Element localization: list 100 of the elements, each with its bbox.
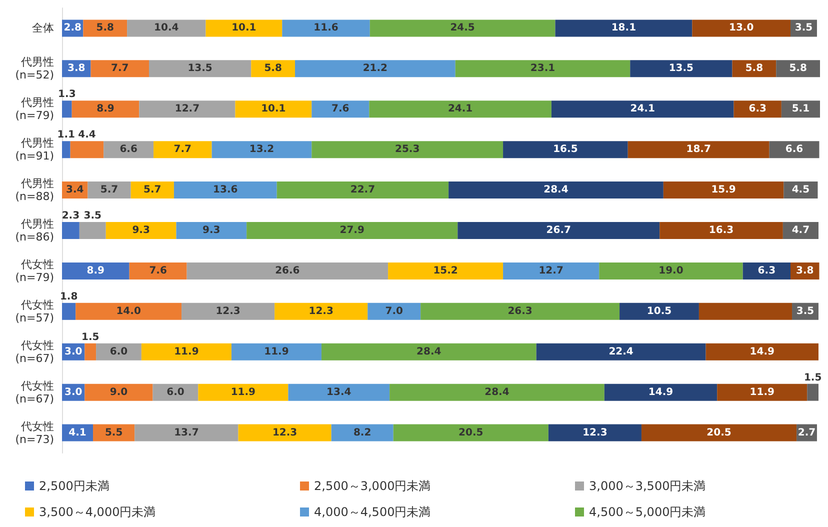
data-label: 9.0 (110, 386, 128, 398)
bar (620, 302, 699, 320)
bar (90, 60, 149, 78)
data-label: 13.4 (326, 386, 352, 398)
data-label: 27.9 (340, 225, 364, 236)
data-label: 12.3 (582, 427, 608, 438)
data-label: 10.4 (154, 22, 179, 34)
data-label: 4.5 (792, 184, 810, 196)
bar (331, 424, 394, 442)
data-label: 13.0 (728, 22, 754, 34)
bar (154, 141, 212, 158)
bar (231, 343, 322, 360)
bar (807, 384, 818, 401)
bar (769, 141, 820, 158)
bar (274, 302, 368, 320)
bar (62, 302, 76, 320)
legend-label: 4,500～5,000円未満 (589, 505, 706, 519)
data-label: 28.4 (484, 386, 510, 398)
bar (62, 100, 72, 118)
bar (276, 182, 449, 199)
bar (295, 60, 456, 78)
data-label: 22.4 (608, 346, 634, 358)
data-label: 7.7 (111, 63, 129, 74)
data-label: 12.3 (216, 306, 240, 317)
bar (238, 424, 332, 442)
data-label: 20.5 (706, 427, 732, 438)
data-label: 3.5 (796, 306, 814, 317)
bar (458, 222, 660, 239)
bar (212, 141, 312, 158)
data-label: 5.8 (789, 63, 807, 74)
data-label: 13.2 (249, 144, 274, 156)
bar (599, 262, 743, 280)
y-tick-label: 代男性 (n=88) (15, 177, 54, 204)
bar (420, 302, 620, 320)
bar (104, 141, 154, 158)
bar (76, 302, 182, 320)
bar (692, 20, 790, 37)
data-label: 3.0 (64, 346, 82, 358)
bar (186, 262, 388, 280)
bar (130, 182, 174, 199)
data-label: 26.6 (275, 265, 300, 276)
bar (88, 182, 131, 199)
data-label: 4.1 (68, 427, 86, 438)
y-tick-label: 代女性 (n=67) (15, 338, 54, 365)
data-label: 3.0 (64, 386, 82, 398)
bar (776, 60, 820, 78)
bar (388, 262, 504, 280)
bar (312, 100, 370, 118)
data-label: 12.3 (272, 427, 298, 438)
data-label: 3.5 (84, 210, 102, 222)
data-label: 3.5 (794, 22, 813, 34)
bar (182, 302, 275, 320)
data-label: 11.9 (230, 386, 256, 398)
data-label: 6.0 (166, 386, 184, 398)
data-label: 11.9 (174, 346, 199, 358)
bar (503, 141, 628, 158)
bar (717, 384, 808, 401)
data-label: 16.5 (553, 144, 578, 156)
y-tick-label: 代男性 (n=91) (15, 136, 54, 163)
y-tick-label: 代男性 (n=79) (15, 96, 54, 122)
data-label: 13.7 (174, 427, 199, 438)
bar (106, 222, 176, 239)
bar (62, 141, 70, 158)
bar (536, 343, 706, 360)
bar (370, 20, 556, 37)
data-label: 15.2 (433, 265, 458, 276)
data-label: 18.7 (686, 144, 711, 156)
bar (139, 100, 236, 118)
data-label: 6.3 (748, 104, 766, 115)
y-tick-label: 代女性 (n=57) (15, 298, 54, 324)
data-label: 1.3 (58, 89, 76, 100)
y-tick-label: 全体 (32, 22, 54, 35)
bar (62, 222, 80, 239)
bar (555, 20, 692, 37)
data-label: 21.2 (362, 63, 388, 74)
bar (198, 384, 288, 401)
data-label: 24.5 (450, 22, 475, 34)
data-label: 13.6 (213, 184, 238, 196)
data-label: 10.1 (261, 104, 286, 115)
data-label: 5.7 (100, 184, 118, 196)
data-label: 3.8 (796, 265, 814, 276)
bar (455, 60, 630, 78)
bar (698, 302, 792, 320)
data-label: 28.4 (416, 346, 442, 358)
bar (206, 20, 282, 37)
data-label: 5.8 (96, 22, 114, 34)
bar (134, 424, 238, 442)
data-label: 9.3 (132, 225, 150, 236)
bar (282, 20, 370, 37)
bar (246, 222, 458, 239)
data-label: 20.5 (458, 427, 484, 438)
data-label: 6.3 (758, 265, 776, 276)
data-label: 11.9 (264, 346, 289, 358)
data-label: 8.2 (353, 427, 372, 438)
data-label: 1.5 (804, 372, 822, 384)
bar (368, 302, 421, 320)
bar (235, 100, 312, 118)
y-tick-label: 代男性 (n=52) (15, 56, 54, 82)
bar (321, 343, 536, 360)
data-label: 9.3 (202, 225, 220, 236)
